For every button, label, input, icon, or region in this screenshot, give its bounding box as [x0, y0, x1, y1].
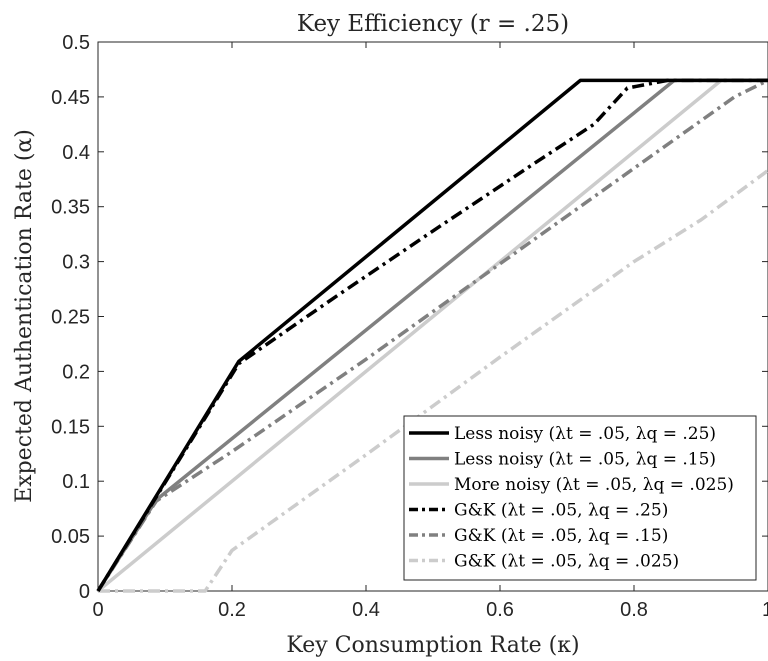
- series-lines: [96, 78, 768, 593]
- legend: Less noisy (λt = .05, λq = .25) Less nois…: [403, 415, 757, 581]
- legend-label-5: G&K (λt = .05, λq = .15): [454, 526, 668, 546]
- legend-label-6: G&K (λt = .05, λq = .025): [454, 552, 679, 572]
- y-tick-label: 0: [79, 581, 90, 603]
- series-line-4: [96, 78, 768, 592]
- x-tick-label: 1: [762, 599, 768, 621]
- y-tick-label: 0.15: [51, 416, 90, 438]
- chart-title: Key Efficiency (r = .25): [297, 11, 569, 37]
- y-axis: 0 0.05 0.1 0.15 0.2 0.25 0.3 0.35 0.4 0.45 0.5: [51, 32, 768, 603]
- series-line-1: [96, 78, 768, 592]
- legend-label-2: Less noisy (λt = .05, λq = .15): [454, 450, 716, 470]
- y-tick-label: 0.4: [62, 142, 90, 164]
- y-axis-label: Expected Authentication Rate (α): [12, 129, 37, 503]
- legend-label-3: More noisy (λt = .05, λq = .025): [454, 475, 734, 495]
- x-axis-label: Key Consumption Rate (κ): [286, 633, 579, 658]
- legend-label-4: G&K (λt = .05, λq = .25): [454, 501, 668, 521]
- x-tick-label: 0.4: [352, 599, 380, 621]
- x-tick-label: 0: [92, 599, 103, 621]
- y-tick-label: 0.5: [62, 32, 90, 54]
- series-line-5: [96, 78, 768, 592]
- x-tick-label: 0.2: [218, 599, 246, 621]
- y-tick-label: 0.2: [62, 361, 90, 383]
- x-tick-label: 0.6: [486, 599, 514, 621]
- y-tick-label: 0.45: [51, 87, 90, 109]
- legend-label-1: Less noisy (λt = .05, λq = .25): [454, 424, 716, 444]
- y-tick-label: 0.35: [51, 197, 90, 219]
- y-tick-label: 0.05: [51, 526, 90, 548]
- series-line-6: [98, 169, 768, 593]
- legend-box: [403, 415, 757, 581]
- y-tick-label: 0.3: [62, 252, 90, 274]
- y-tick-label: 0.25: [51, 307, 90, 329]
- x-tick-label: 0.8: [620, 599, 648, 621]
- x-axis: 0 0.2 0.4 0.6 0.8 1: [92, 42, 768, 621]
- y-tick-label: 0.1: [62, 471, 90, 493]
